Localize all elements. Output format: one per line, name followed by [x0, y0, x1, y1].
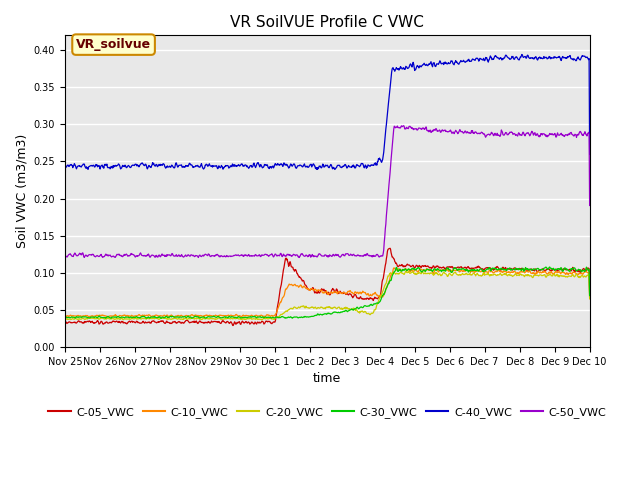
Text: VR_soilvue: VR_soilvue: [76, 38, 151, 51]
X-axis label: time: time: [313, 372, 341, 385]
Y-axis label: Soil VWC (m3/m3): Soil VWC (m3/m3): [15, 134, 28, 248]
Title: VR SoilVUE Profile C VWC: VR SoilVUE Profile C VWC: [230, 15, 424, 30]
Legend: C-05_VWC, C-10_VWC, C-20_VWC, C-30_VWC, C-40_VWC, C-50_VWC: C-05_VWC, C-10_VWC, C-20_VWC, C-30_VWC, …: [44, 402, 611, 422]
